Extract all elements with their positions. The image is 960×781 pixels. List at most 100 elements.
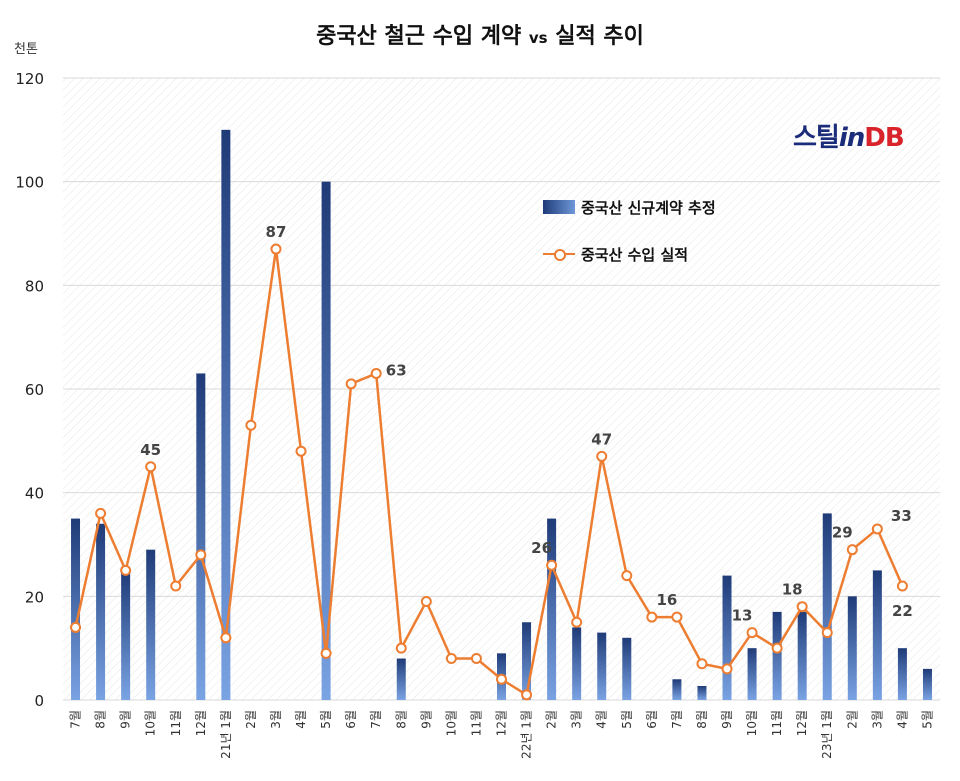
line-point	[671, 611, 683, 623]
legend-line-label: 중국산 수입 실적	[581, 245, 689, 264]
x-tick-label: 3월	[870, 710, 884, 729]
bar	[722, 575, 732, 700]
data-label: 63	[386, 361, 407, 379]
x-tick-label: 9월	[119, 710, 133, 729]
x-tick-label: 6월	[344, 710, 358, 729]
line-point	[420, 596, 432, 608]
bar	[872, 570, 882, 700]
line-point	[470, 653, 482, 665]
x-tick-label: 12월	[194, 710, 208, 736]
x-tick-label: 22년 1월	[520, 710, 534, 759]
legend-line-swatch	[543, 247, 575, 261]
x-tick-label: 2월	[545, 710, 559, 729]
x-tick-label: 10월	[444, 710, 458, 736]
x-tick-label: 11월	[469, 710, 483, 736]
line-point	[195, 549, 207, 561]
bar	[772, 611, 782, 700]
line-point	[646, 611, 658, 623]
data-label: 87	[266, 223, 287, 241]
x-tick-label: 10월	[144, 710, 158, 736]
bar	[597, 632, 607, 700]
data-label: 45	[140, 441, 161, 459]
data-label: 22	[892, 602, 913, 620]
x-tick-label: 4월	[294, 710, 308, 729]
line-point	[395, 642, 407, 654]
line-point	[145, 461, 157, 473]
legend: 중국산 신규계약 추정 중국산 수입 실적	[543, 196, 716, 290]
x-tick-label: 11월	[770, 710, 784, 736]
data-label: 16	[656, 591, 677, 609]
bar	[822, 513, 832, 700]
line-point	[220, 632, 232, 644]
line-point	[696, 658, 708, 670]
line-point	[70, 621, 82, 633]
x-tick-label: 11월	[169, 710, 183, 736]
data-label: 26	[531, 539, 552, 557]
x-tick-label: 5월	[920, 710, 934, 729]
bar	[121, 570, 131, 700]
data-label: 18	[782, 581, 803, 599]
x-tick-label: 5월	[620, 710, 634, 729]
line-point	[370, 367, 382, 379]
bar	[697, 686, 707, 700]
line-point	[546, 559, 558, 571]
x-tick-label: 7월	[670, 710, 684, 729]
y-tick-label: 60	[25, 381, 44, 399]
data-label: 47	[591, 430, 612, 448]
line-point	[245, 419, 257, 431]
data-label: 13	[732, 607, 753, 625]
line-point	[95, 507, 107, 519]
title-vs: vs	[528, 29, 548, 47]
bar	[747, 648, 757, 700]
line-point	[746, 627, 758, 639]
bar	[96, 523, 106, 700]
bar	[847, 596, 857, 700]
x-tick-label: 21년 1월	[219, 710, 233, 759]
bar	[922, 668, 932, 700]
bar	[221, 129, 231, 701]
line-point	[846, 544, 858, 556]
data-label: 29	[832, 524, 853, 542]
bar	[672, 679, 682, 700]
y-tick-label: 120	[15, 70, 44, 88]
line-point	[496, 673, 507, 685]
legend-item-bar: 중국산 신규계약 추정	[543, 196, 716, 218]
x-tick-label: 7월	[369, 710, 383, 729]
y-tick-label: 100	[15, 174, 44, 192]
bar	[797, 611, 807, 700]
y-unit-label: 천톤	[14, 42, 38, 57]
steelin-db-logo: 스틸inDB	[793, 123, 905, 153]
line-point	[721, 663, 733, 675]
line-point	[170, 580, 182, 592]
line-point	[596, 450, 608, 462]
line-point	[295, 445, 307, 457]
bar	[396, 658, 406, 700]
line-point	[445, 653, 457, 665]
x-tick-label: 9월	[720, 710, 734, 729]
y-tick-label: 20	[25, 588, 44, 606]
line-point	[871, 523, 883, 535]
title-tail: 실적 추이	[555, 24, 644, 49]
x-tick-label: 3월	[269, 710, 283, 729]
line-point	[120, 564, 132, 576]
line-point	[521, 689, 533, 701]
bar	[146, 549, 156, 700]
bar	[897, 648, 907, 700]
bar	[196, 373, 206, 700]
line-point	[345, 378, 357, 390]
line-point	[571, 616, 583, 628]
line-point	[796, 601, 808, 613]
bar	[71, 518, 81, 700]
title-main: 중국산 철근 수입 계약	[316, 24, 522, 49]
x-tick-label: 12월	[795, 710, 809, 736]
x-tick-label: 9월	[419, 710, 433, 729]
line-point	[821, 627, 833, 639]
x-tick-label: 8월	[394, 710, 408, 729]
line-point	[270, 243, 282, 255]
line-point	[621, 570, 633, 582]
x-tick-label: 6월	[645, 710, 659, 729]
line-series	[74, 247, 904, 697]
y-tick-label: 80	[25, 277, 44, 295]
x-tick-label: 4월	[595, 710, 609, 729]
